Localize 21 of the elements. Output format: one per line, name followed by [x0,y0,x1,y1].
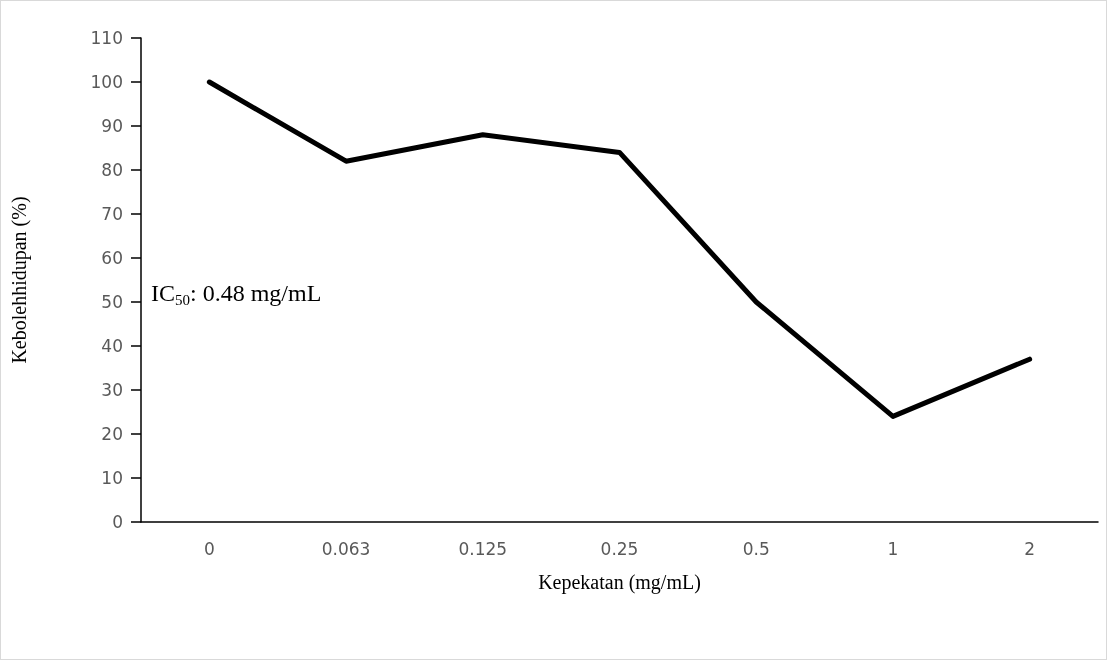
x-axis-title: Kepekatan (mg/mL) [538,571,701,594]
x-tick-label: 1 [887,538,899,559]
x-tick-label: 2 [1024,538,1036,559]
x-tick-label: 0.25 [600,538,639,559]
y-tick-label: 80 [101,160,123,180]
x-tick-label: 0.063 [321,538,371,559]
x-tick-label: 0 [203,538,215,559]
y-axis-title: Kebolehhidupan (%) [8,196,31,364]
y-tick-label: 40 [101,336,123,356]
y-tick-label: 50 [101,292,123,312]
y-tick-label: 100 [90,72,123,92]
y-tick-label: 110 [90,28,123,48]
x-tick-label: 0.5 [742,538,770,559]
y-tick-label: 90 [101,116,123,136]
x-tick-label: 0.125 [458,538,508,559]
y-tick-label: 70 [101,204,123,224]
y-tick-label: 20 [101,424,123,444]
y-tick-label: 0 [112,512,123,532]
y-tick-label: 60 [101,248,123,268]
y-tick-label: 30 [101,380,123,400]
y-tick-label: 10 [101,468,123,488]
